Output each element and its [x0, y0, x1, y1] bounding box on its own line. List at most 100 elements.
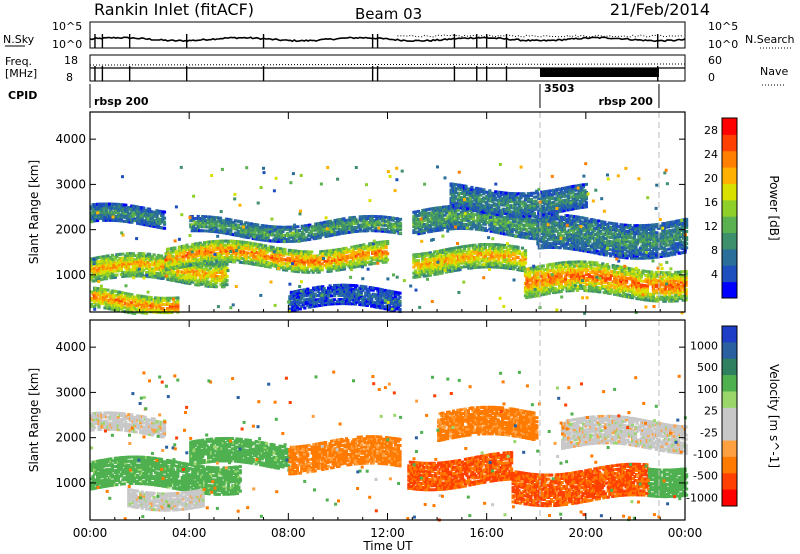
- echo-cell: [145, 311, 149, 315]
- echo-cell: [113, 308, 117, 312]
- echo-cell: [284, 268, 289, 272]
- echo-cell: [384, 246, 388, 250]
- echo-cell: [143, 258, 147, 262]
- echo-cell: [122, 274, 126, 278]
- echo-cell: [136, 304, 140, 308]
- echo-cell: [98, 287, 103, 291]
- echo-cell: [213, 218, 217, 221]
- echo-cell: [297, 229, 301, 233]
- echo-cell: [109, 256, 113, 259]
- echo-cell: [386, 242, 390, 245]
- cpid-label: CPID: [8, 89, 37, 102]
- echo-cell: [232, 221, 236, 224]
- echo-cell: [296, 253, 300, 257]
- echo-cell: [192, 227, 196, 231]
- echo-cell: [127, 266, 131, 270]
- echo-cell: [145, 215, 149, 219]
- echo-cell: [355, 229, 359, 233]
- echo-cell: [125, 210, 129, 213]
- echo-cell: [259, 243, 263, 247]
- echo-cell: [140, 307, 144, 311]
- echo-cell: [152, 263, 156, 267]
- echo-cell: [182, 252, 186, 256]
- echo-cell: [261, 264, 265, 268]
- echo-cell: [149, 212, 153, 216]
- echo-cell: [256, 259, 260, 263]
- echo-cell: [100, 277, 104, 281]
- freq-block: [539, 68, 659, 77]
- echo-cell: [214, 230, 218, 234]
- echo-cell: [170, 249, 174, 252]
- echo-cell: [210, 264, 214, 268]
- echo-cell: [190, 229, 194, 233]
- echo-cell: [231, 241, 235, 245]
- echo-cell: [110, 272, 114, 276]
- echo-cell: [265, 254, 269, 258]
- echo-cell: [100, 263, 104, 267]
- echo-cell: [93, 305, 97, 309]
- echo-cell: [119, 299, 123, 303]
- nsky-tick-high: 10^5: [52, 20, 82, 33]
- echo-cell: [328, 255, 332, 259]
- echo-cell: [204, 253, 208, 257]
- echo-cell: [194, 248, 198, 252]
- echo-cell: [200, 251, 204, 255]
- echo-cell: [103, 269, 107, 273]
- echo-cell: [103, 214, 107, 218]
- echo-cell: [295, 249, 299, 253]
- echo-cell: [94, 295, 98, 298]
- echo-cell: [290, 267, 294, 271]
- echo-cell: [162, 226, 167, 230]
- echo-cell: [196, 219, 200, 222]
- echo-cell: [189, 247, 193, 251]
- echo-cell: [176, 300, 180, 304]
- nave-tick-high: 60: [708, 54, 722, 67]
- echo-cell: [131, 266, 135, 270]
- echo-cell: [145, 305, 149, 309]
- echo-cell: [103, 296, 107, 300]
- echo-cell: [177, 261, 181, 265]
- echo-cell: [106, 272, 110, 276]
- echo-cell: [267, 263, 271, 267]
- echo-cell: [222, 279, 226, 283]
- echo-cell: [174, 256, 178, 260]
- echo-cell: [372, 261, 376, 265]
- echo-cell: [159, 260, 164, 264]
- echo-cell: [197, 283, 201, 287]
- echo-cell: [226, 232, 230, 236]
- echo-cell: [100, 293, 104, 297]
- echo-cell: [125, 296, 129, 300]
- echo-cell: [112, 212, 116, 216]
- echo-cell: [208, 215, 212, 219]
- echo-cell: [289, 251, 293, 254]
- echo-cell: [161, 277, 165, 280]
- echo-cell: [332, 252, 336, 256]
- echo-cell: [311, 260, 315, 264]
- echo-cell: [277, 255, 281, 259]
- echo-cell: [149, 269, 153, 273]
- echo-cell: [97, 276, 101, 280]
- echo-cell: [151, 218, 155, 222]
- echo-cell: [214, 266, 219, 270]
- echo-cell: [306, 287, 310, 291]
- echo-cell: [347, 248, 351, 252]
- nave-tick-low: 0: [708, 71, 715, 84]
- echo-cell: [216, 256, 220, 260]
- echo-cell: [209, 252, 213, 256]
- echo-cell: [143, 309, 147, 313]
- echo-cell: [223, 264, 228, 268]
- echo-cell: [225, 249, 229, 253]
- echo-cell: [162, 220, 167, 224]
- echo-cell: [145, 254, 149, 258]
- echo-cell: [323, 260, 327, 263]
- echo-cell: [182, 256, 186, 260]
- echo-cell: [357, 258, 361, 262]
- echo-cell: [167, 263, 171, 267]
- echo-cell: [110, 274, 114, 278]
- echo-cell: [317, 268, 321, 272]
- echo-cell: [267, 257, 271, 261]
- echo-cell: [365, 261, 369, 265]
- echo-cell: [201, 223, 205, 227]
- nsearch-label: N.Search: [745, 33, 795, 46]
